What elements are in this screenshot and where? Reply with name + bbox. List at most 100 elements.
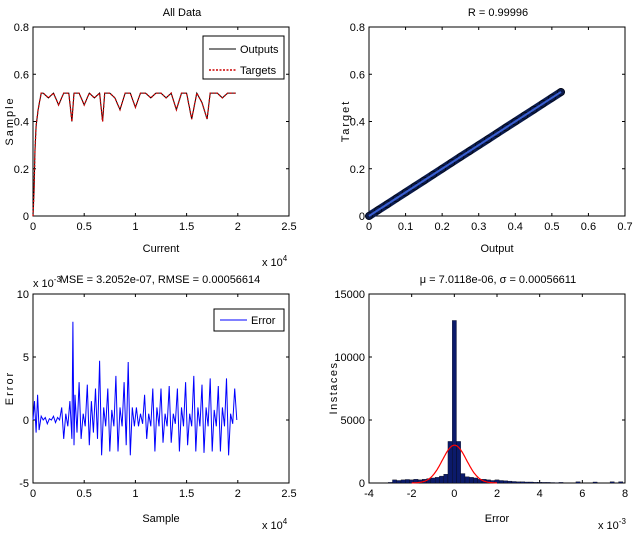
x-tick-label: 2 [235,221,241,233]
x-tick-label: 2 [494,488,500,500]
chart-title: μ = 7.0118e-06, σ = 0.00056611 [420,274,576,286]
y-tick-label: 0.8 [350,22,365,34]
y-tick-label: 0 [359,211,365,223]
x-tick-label: 0.2 [434,221,449,233]
x-tick-label: 0 [451,488,457,500]
y-tick-label: 0.2 [350,164,365,176]
normal-fit-curve [411,444,497,484]
y-multiplier: x 10-3 [33,275,61,290]
legend-box [202,35,285,80]
histogram-bar [550,482,555,484]
legend: Error [213,308,285,332]
x-tick-label: 0 [30,488,36,500]
histogram-bar [524,481,530,484]
histogram-bar [554,482,560,484]
x-multiplier-exponent: 4 [283,254,288,263]
y-axis-label: Instaces [328,362,340,415]
fit-line [368,91,562,217]
x-tick-label: 0.5 [544,221,559,233]
marks [32,91,236,217]
y-tick-label: 0.2 [14,164,29,176]
y-tick-label: 0.4 [350,117,365,129]
series-line-targets [32,91,236,217]
y-axis-label: Sample [4,96,16,145]
histogram-bar [511,481,517,484]
histogram-bar [405,479,410,484]
histogram-bar [558,482,564,484]
y-tick-label: 5 [23,352,29,364]
y-tick-label: 0 [23,211,29,223]
y-tick-label: 0.6 [350,69,365,81]
histogram-bar [507,480,513,484]
histogram-bar [439,475,444,484]
histogram-bar [443,474,449,484]
marks [388,320,624,484]
x-axis-label: Error [485,513,510,525]
y-axis-label: Error [4,371,16,405]
y-axis-label: Target [340,100,352,143]
y-tick-label: 0 [359,478,365,490]
histogram-bar [460,473,466,484]
x-tick-label: -2 [407,488,417,500]
x-tick-label: 8 [622,488,628,500]
x-tick-label: 0.5 [77,221,92,233]
panel-regression: R = 0.99996 0 0.1 0.2 0.3 0.4 0.5 0.6 0.7 0 0.2 0.… [340,7,633,255]
histogram-bar [469,477,474,484]
chart-title: R = 0.99996 [468,7,528,19]
ticks: 0 0.1 0.2 0.3 0.4 0.5 0.6 0.7 0 0.2 0.4 0.6 0.8 [350,22,633,233]
x-tick-label: 2 [235,488,241,500]
histogram-bar [528,481,534,484]
y-tick-label: 0.4 [14,117,29,129]
x-axis-label: Current [143,243,180,255]
histogram-bar [452,320,457,484]
histogram-bar [520,481,525,484]
histogram-bar [498,480,504,484]
x-tick-label: 1.5 [179,221,194,233]
histogram-bar [456,441,461,484]
histogram-bar [473,477,478,484]
x-tick-label: 0.1 [398,221,413,233]
histogram-bar [541,482,547,484]
histogram-bar [388,482,393,484]
histogram-bar [400,479,406,484]
x-multiplier: x 104 [262,254,288,269]
histogram-bar [396,480,402,484]
y-tick-label: 0.6 [14,69,29,81]
chart-title: All Data [163,7,202,19]
x-multiplier-base: x 10 [598,520,619,532]
x-tick-label: 0 [366,221,372,233]
y-tick-label: -5 [19,478,29,490]
y-tick-label: 5000 [341,415,365,427]
y-tick-label: 15000 [334,289,365,301]
x-tick-label: 0 [30,221,36,233]
x-tick-label: 6 [579,488,585,500]
x-multiplier-base: x 10 [262,520,283,532]
x-multiplier: x 104 [262,517,288,532]
y-tick-label: 10 [17,289,29,301]
x-tick-label: 0.5 [77,488,92,500]
marks [32,321,238,456]
legend-label-error: Error [251,315,276,327]
y-tick-label: 10000 [334,352,365,364]
histogram-bar [434,477,440,484]
x-multiplier-exponent: 4 [283,517,288,526]
x-tick-label: 0.4 [508,221,523,233]
histogram-bar [592,481,598,484]
histogram-bar [516,481,521,484]
series-line-error [32,321,238,456]
marks [365,88,565,220]
x-tick-label: 1.5 [179,488,194,500]
chart-title: MSE = 3.2052e-07, RMSE = 0.00056614 [60,274,261,286]
x-tick-label: 4 [537,488,543,500]
panel-error: MSE = 3.2052e-07, RMSE = 0.00056614 x 10… [4,274,297,532]
legend-label-targets: Targets [240,65,277,77]
y-multiplier-exponent: -3 [54,275,62,284]
histogram-bar [537,482,542,484]
x-tick-label: 2.5 [281,488,296,500]
ticks: 0 0.5 1 1.5 2 2.5 0 0.2 0.4 0.6 0.8 [14,22,297,233]
x-multiplier-base: x 10 [262,257,283,269]
legend: Outputs Targets [202,35,285,80]
histogram-bar [392,479,397,484]
histogram-bar [618,481,624,484]
